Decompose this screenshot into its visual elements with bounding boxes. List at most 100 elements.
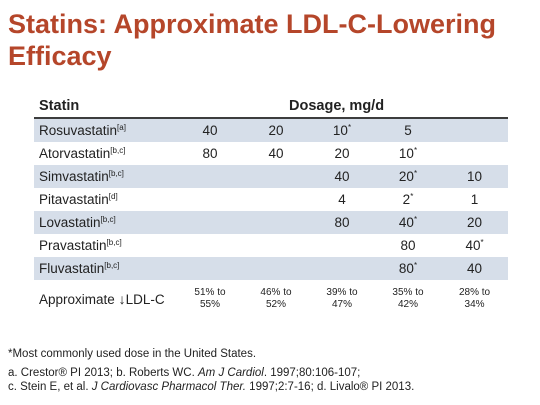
reference-marker: [b,c] (110, 146, 126, 155)
common-dose-marker: * (480, 238, 484, 247)
dose-cell (177, 257, 243, 280)
table-header-row: Statin Dosage, mg/d (34, 95, 509, 118)
journal-title: J Cardiovasc Pharmacol Ther. (91, 381, 246, 393)
statin-column-header: Statin (39, 98, 80, 114)
dose-cell (441, 142, 509, 165)
dose-cell (243, 257, 309, 280)
reference-marker: [a] (117, 123, 126, 132)
footnotes: *Most commonly used dose in the United S… (8, 347, 536, 394)
dose-cell (177, 165, 243, 188)
dose-cell: 20 (309, 142, 375, 165)
statin-name: Pravastatin (39, 238, 107, 253)
dose-cell: 20* (375, 165, 441, 188)
dose-value: 10 (398, 146, 414, 161)
percent-range-line: 39% to (326, 287, 358, 298)
table-row: Lovastatin[b,c] 80 40* 20 (34, 211, 509, 234)
common-dose-marker: * (413, 169, 418, 178)
dose-value: 80 (400, 238, 416, 253)
dose-cell: 40 (177, 118, 243, 142)
dose-cell (243, 234, 309, 257)
ldl-lowering-label: Approximate ↓LDL-C (34, 280, 177, 318)
dose-cell (177, 188, 243, 211)
dose-cell (243, 188, 309, 211)
percent-range-line: 35% to (392, 287, 424, 298)
ref-text: a. Crestor® PI 2013; b. Roberts WC. (8, 367, 198, 379)
statin-name: Rosuvastatin (39, 123, 118, 138)
dose-cell: 40* (441, 234, 509, 257)
ldl-lowering-row: Approximate ↓LDL-C 51% to 55% 46% to 52% 39% … (34, 280, 508, 318)
dose-cell: 10* (309, 118, 375, 142)
dose-cell (177, 211, 243, 234)
dose-cell: 5 (375, 118, 441, 142)
reference-marker: [b,c] (100, 215, 116, 224)
percent-range-line: 52% (265, 299, 286, 310)
statin-dosage-table: Statin Dosage, mg/d Rosuvastatin[a] 40 20 1… (34, 95, 509, 318)
common-dose-marker: * (413, 146, 418, 155)
dose-cell: 1 (441, 188, 509, 211)
statin-name-cell: Rosuvastatin[a] (34, 118, 177, 142)
dose-cell: 80 (309, 211, 375, 234)
common-dose-marker: * (347, 123, 352, 132)
statin-name-cell: Fluvastatin[b,c] (34, 257, 177, 280)
dose-cell (177, 234, 243, 257)
ldl-lowering-value: 51% to 55% (177, 280, 243, 318)
dose-value: 20 (398, 169, 414, 184)
percent-range-line: 47% (331, 299, 352, 310)
table-row: Pitavastatin[d] 4 2* 1 (34, 188, 509, 211)
table-row: Pravastatin[b,c] 80 40* (34, 234, 509, 257)
dose-value: 40 (268, 146, 284, 161)
percent-range-line: 46% to (260, 287, 292, 298)
reference-marker: [b,c] (108, 169, 124, 178)
percent-range-line: 55% (199, 299, 220, 310)
statin-name: Lovastatin (39, 215, 101, 230)
statin-name-cell: Pravastatin[b,c] (34, 234, 177, 257)
percent-range-line: 34% (464, 299, 485, 310)
dose-cell: 20 (441, 211, 509, 234)
percent-range-line: 51% to (194, 287, 226, 298)
dose-cell: 40 (309, 165, 375, 188)
dose-value: 10 (332, 123, 348, 138)
dose-cell: 40 (243, 142, 309, 165)
table-row: Rosuvastatin[a] 40 20 10* 5 (34, 118, 509, 142)
percent-range-line: 42% (397, 299, 418, 310)
dose-value: 40 (334, 169, 350, 184)
reference-marker: [b,c] (104, 261, 120, 270)
table-row: Fluvastatin[b,c] 80* 40 (34, 257, 509, 280)
footnote-common-dose: *Most commonly used dose in the United S… (8, 348, 257, 360)
statin-name: Fluvastatin (39, 261, 105, 276)
dose-value: 5 (404, 123, 412, 138)
ldl-lowering-value: 46% to 52% (243, 280, 309, 318)
dose-cell (309, 257, 375, 280)
dose-cell: 20 (243, 118, 309, 142)
dose-value: 20 (467, 215, 483, 230)
dose-value: 20 (334, 146, 350, 161)
ref-text: 1997;2:7-16; d. Livalo® PI 2013. (245, 381, 415, 393)
label-text: Approximate (39, 291, 115, 307)
dosage-column-header: Dosage, mg/d (289, 98, 385, 114)
dose-cell (309, 234, 375, 257)
slide-title: Statins: Approximate LDL-C-Lowering Effi… (8, 9, 497, 71)
dose-value: 80 (398, 261, 414, 276)
statin-name-cell: Pitavastatin[d] (34, 188, 177, 211)
dose-value: 10 (467, 169, 483, 184)
statin-name: Atorvastatin (39, 146, 111, 161)
common-dose-marker: * (410, 192, 414, 201)
dose-value: 20 (268, 123, 284, 138)
dose-value: 40 (465, 238, 481, 253)
table-row: Simvastatin[b,c] 40 20* 10 (34, 165, 509, 188)
reference-marker: [b,c] (106, 238, 122, 247)
dose-cell (441, 118, 509, 142)
dose-value: 2 (402, 192, 411, 207)
dose-cell (243, 211, 309, 234)
dose-value: 80 (334, 215, 350, 230)
dose-cell: 40 (441, 257, 509, 280)
statin-name: Simvastatin (39, 169, 109, 184)
dose-cell: 2* (375, 188, 441, 211)
journal-title: Am J Cardiol (198, 367, 264, 379)
ldl-lowering-value: 39% to 47% (309, 280, 375, 318)
label-text: LDL-C (125, 291, 165, 307)
common-dose-marker: * (413, 261, 418, 270)
ldl-lowering-value: 35% to 42% (375, 280, 441, 318)
dose-cell: 80 (177, 142, 243, 165)
ref-text: c. Stein E, et al. (8, 381, 92, 393)
